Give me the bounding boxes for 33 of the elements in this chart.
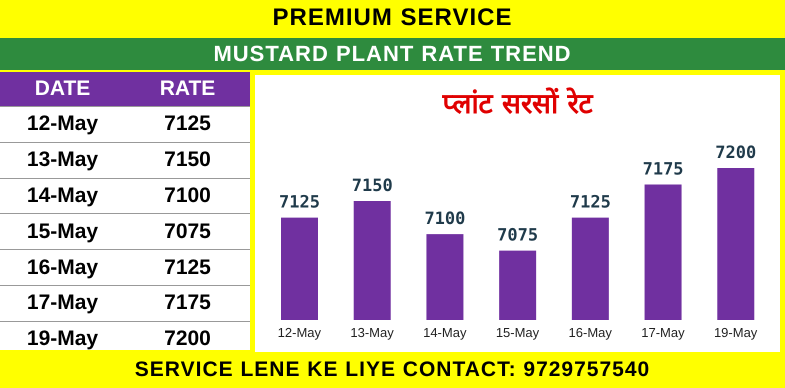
category-label: 14-May bbox=[26, 182, 100, 209]
data-label: 7125 bbox=[163, 111, 212, 138]
data-label: 7075 bbox=[497, 226, 538, 246]
data-label: 7100 bbox=[163, 182, 212, 209]
data-label: 7150 bbox=[163, 147, 212, 174]
x-tick-label: 15-May bbox=[496, 325, 540, 340]
data-label: 7075 bbox=[163, 218, 212, 245]
data-label: 7175 bbox=[163, 290, 212, 316]
category-label: 12-May bbox=[26, 111, 100, 138]
text: SERVICE LENE KE LIYE CONTACT: 9729757540 bbox=[0, 354, 785, 386]
category-label: 13-May bbox=[26, 147, 100, 174]
data-label: 7200 bbox=[715, 143, 756, 163]
category-label: 17-May bbox=[26, 290, 100, 316]
text: RATE bbox=[158, 76, 216, 102]
text: MUSTARD PLANT RATE TREND bbox=[0, 38, 785, 70]
x-tick-label: 14-May bbox=[423, 325, 467, 340]
category-label: 16-May bbox=[26, 254, 100, 281]
x-tick-label: 13-May bbox=[350, 325, 394, 340]
data-label: 7100 bbox=[424, 209, 466, 230]
category-label: 15-May bbox=[26, 218, 100, 245]
x-tick-label: 17-May bbox=[641, 325, 686, 340]
chart-title: प्लांट सरसों रेट bbox=[441, 86, 594, 121]
data-label: 7175 bbox=[642, 160, 684, 180]
text: DATE bbox=[34, 76, 92, 102]
x-tick-label: 19-May bbox=[714, 325, 758, 340]
x-tick-label: 16-May bbox=[568, 325, 612, 340]
data-label: 7200 bbox=[163, 326, 212, 352]
data-label: 7125 bbox=[163, 254, 212, 281]
data-label: 7150 bbox=[352, 176, 393, 196]
x-tick-label: 12-May bbox=[278, 325, 322, 340]
data-label: 7125 bbox=[570, 192, 611, 213]
text: PREMIUM SERVICE bbox=[0, 2, 785, 34]
data-label: 7125 bbox=[279, 192, 320, 213]
